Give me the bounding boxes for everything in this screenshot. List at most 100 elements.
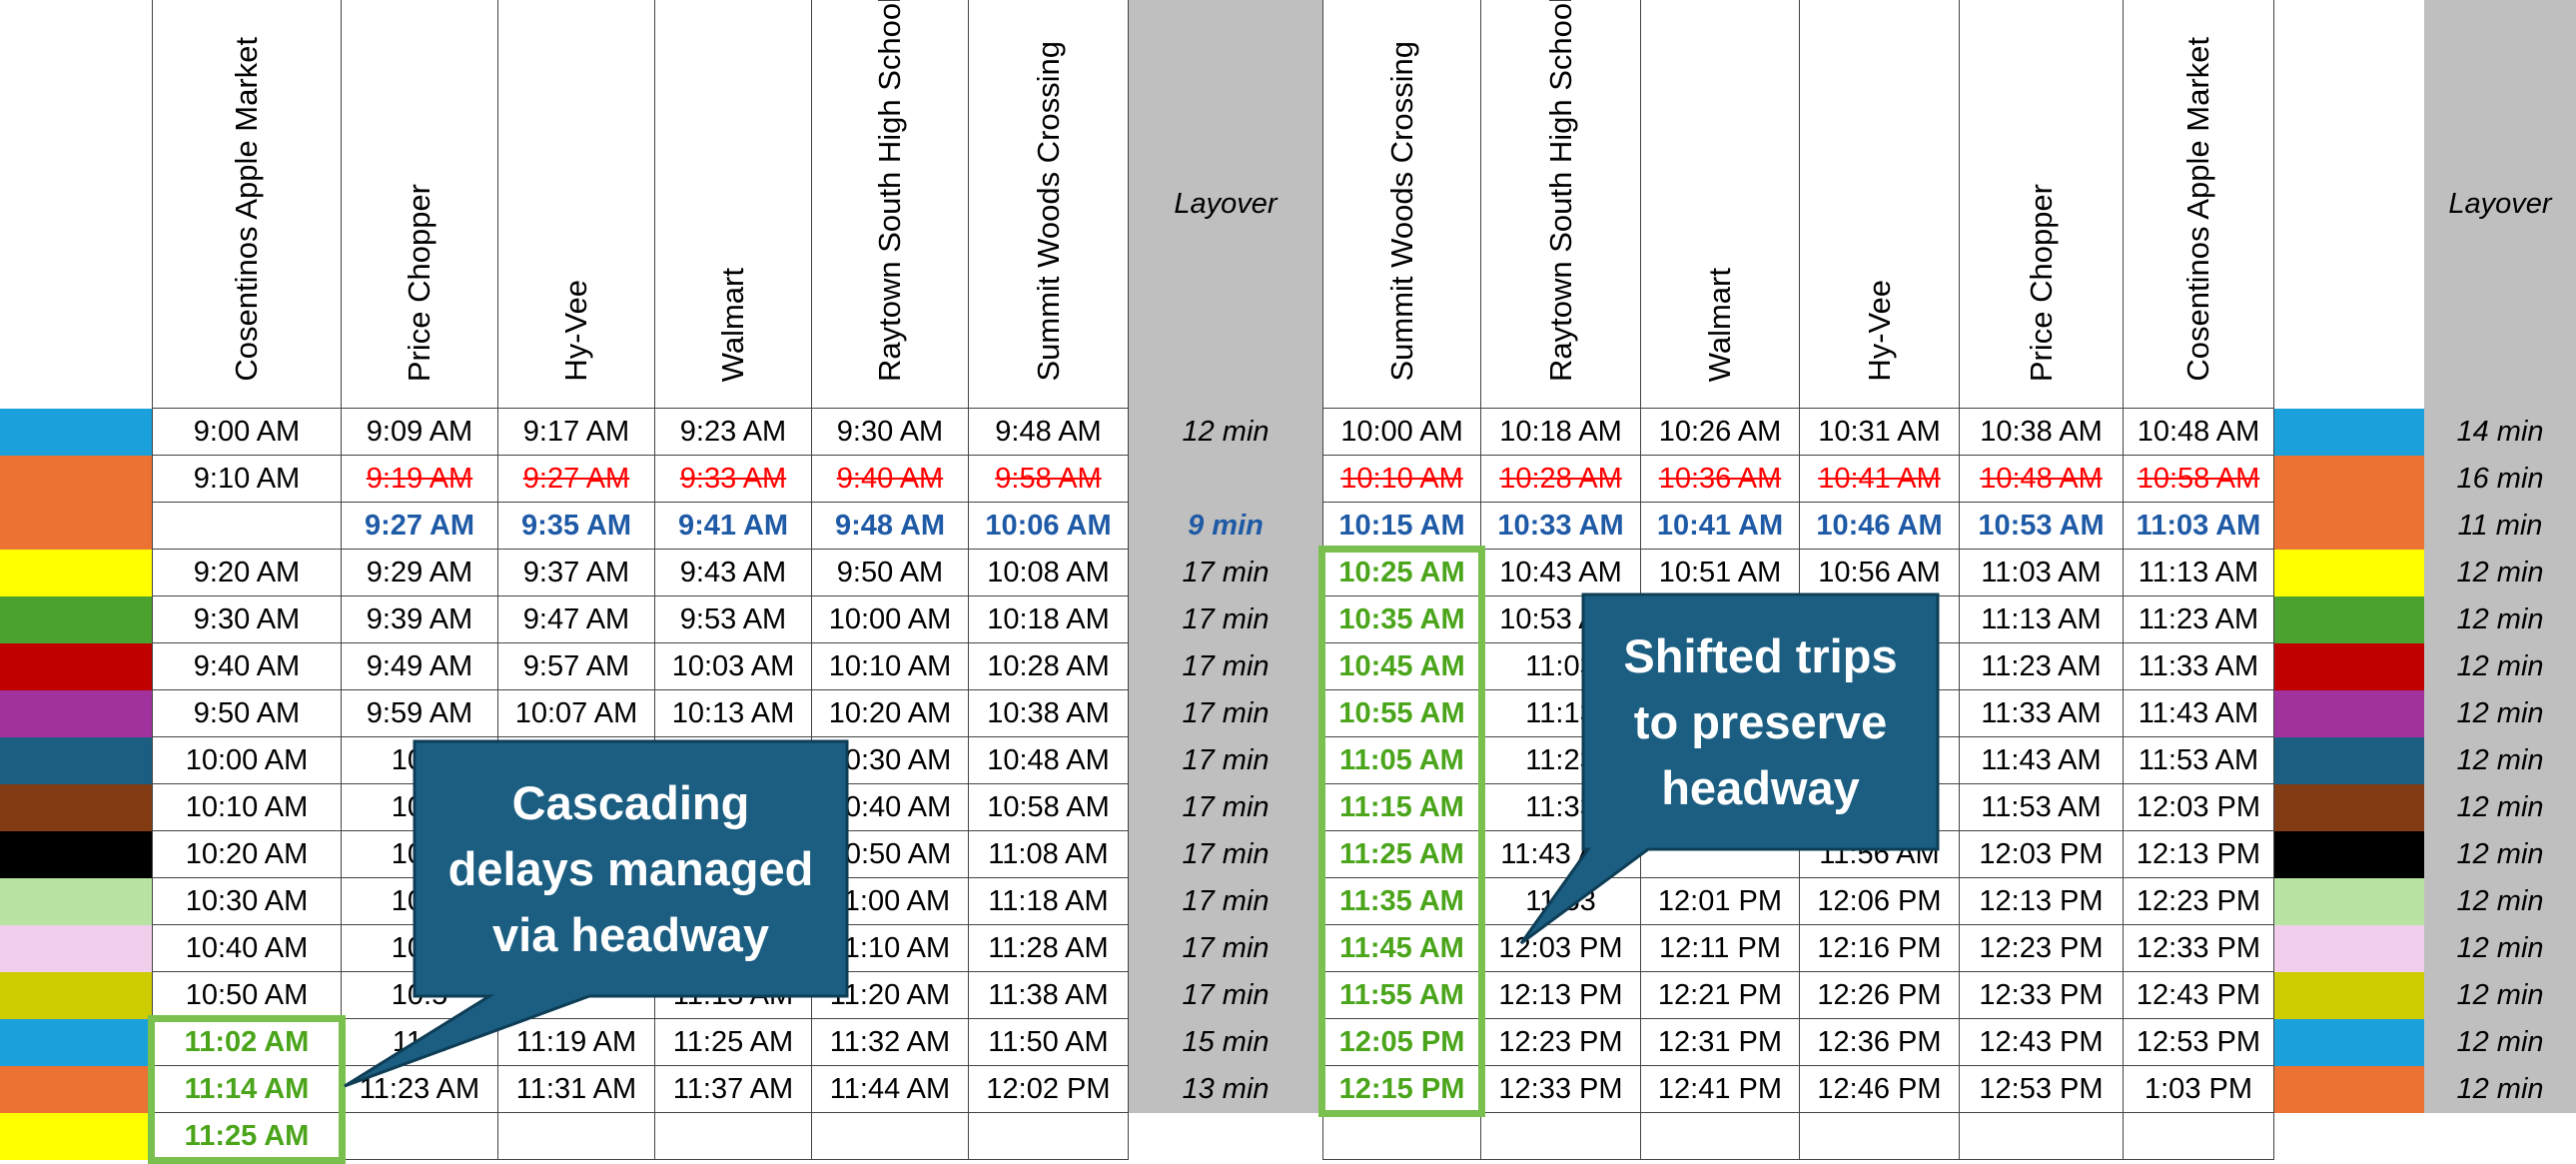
layover-cell: 12 min [2424,1019,2576,1066]
time-cell: 12:23 PM [1481,1019,1641,1066]
time-cell: 10:20 AM [152,831,342,878]
highlight-box-shifted-return [1318,546,1485,1117]
route-color-swatch [0,925,152,972]
time-cell: 10:18 AM [1481,409,1641,456]
time-cell [1481,1113,1641,1160]
time-cell: 12:46 PM [1800,1066,1960,1113]
layover-cell: 17 min [1129,784,1322,831]
time-cell: 12:41 PM [1641,1066,1800,1113]
time-cell: 12:02 PM [969,1066,1129,1113]
time-cell: 10:43 AM [1481,550,1641,596]
time-cell: 10:48 AM [2124,409,2274,456]
time-cell: 9:09 AM [342,409,498,456]
time-cell: 10:53 AM [1960,503,2124,550]
route-color-swatch [2274,690,2424,737]
time-cell: 10:38 AM [1960,409,2124,456]
time-cell: 9:23 AM [655,409,812,456]
time-cell: 9:59 AM [342,690,498,737]
time-cell: 10:10 AM [812,643,969,690]
layover-cell: 11 min [2424,503,2576,550]
time-cell [1322,1113,1481,1160]
route-color-swatch [0,878,152,925]
time-cell: 9:40 AM [812,456,969,503]
time-cell: 11:23 AM [1960,643,2124,690]
time-cell: 10:00 AM [812,596,969,643]
layover-cell: 13 min [1129,1066,1322,1113]
time-cell: 11:37 AM [655,1066,812,1113]
route-color-swatch [2274,925,2424,972]
time-cell: 11:19 AM [498,1019,655,1066]
layover-cell: 16 min [2424,456,2576,503]
route-color-swatch [0,456,152,503]
time-cell: 9:30 AM [812,409,969,456]
time-cell: 10:08 AM [969,550,1129,596]
route-color-swatch [2274,878,2424,925]
layover-cell: 17 min [1129,643,1322,690]
time-cell: 12:33 PM [1960,972,2124,1019]
callout-shifted-trips-text: Shifted trips to preserve headway [1623,628,1898,814]
time-cell: 9:50 AM [152,690,342,737]
route-color-swatch [2274,831,2424,878]
time-cell [498,1113,655,1160]
layover-cell [1129,456,1322,503]
time-cell: 9:43 AM [655,550,812,596]
time-cell: 11:33 AM [1960,690,2124,737]
layover-cell: 12 min [2424,596,2576,643]
time-cell [2124,1113,2274,1160]
route-color-swatch [0,1066,152,1113]
time-cell: 12:11 PM [1641,925,1800,972]
layover-cell: 12 min [1129,409,1322,456]
time-cell: 10:00 AM [152,737,342,784]
time-cell: 10:58 AM [2124,456,2274,503]
time-cell: 11:43 AM [2124,690,2274,737]
time-cell: 12:16 PM [1800,925,1960,972]
time-cell: 11:28 AM [969,925,1129,972]
time-cell [655,1113,812,1160]
layover-cell: 12 min [2424,784,2576,831]
time-cell: 9:00 AM [152,409,342,456]
route-color-swatch [0,1113,152,1160]
time-cell [342,1113,498,1160]
header-in-0: Summit Woods Crossing [1322,0,1481,409]
time-cell: 10:41 AM [1641,503,1800,550]
route-color-swatch [2274,409,2424,456]
header-out-4: Raytown South High School [812,0,969,409]
time-cell: 11:53 AM [1960,784,2124,831]
layover-cell: 12 min [2424,690,2576,737]
time-cell: 9:30 AM [152,596,342,643]
time-cell: 11:33 AM [2124,643,2274,690]
route-color-swatch [0,550,152,596]
time-cell: 11:13 AM [2124,550,2274,596]
time-cell: 9:39 AM [342,596,498,643]
time-cell: 12:33 PM [1481,1066,1641,1113]
time-cell: 9:17 AM [498,409,655,456]
time-cell: 11:20 AM [812,972,969,1019]
time-cell: 10:38 AM [969,690,1129,737]
time-cell: 10:07 AM [498,690,655,737]
time-cell [152,503,342,550]
header-in-2: Walmart [1641,0,1800,409]
time-cell: 10:40 AM [152,925,342,972]
time-cell: 11:31 AM [498,1066,655,1113]
time-cell [1960,1113,2124,1160]
time-cell: 9:53 AM [655,596,812,643]
time-cell: 10:41 AM [1800,456,1960,503]
time-cell: 11:03 AM [2124,503,2274,550]
time-cell: 9:19 AM [342,456,498,503]
time-cell: 11:44 AM [812,1066,969,1113]
layover-cell: 17 min [1129,878,1322,925]
route-color-swatch [2274,1066,2424,1113]
header-in-5: Cosentinos Apple Market [2124,0,2274,409]
layover-cell: 17 min [1129,972,1322,1019]
route-color-swatch [0,409,152,456]
header-out-0: Cosentinos Apple Market [152,0,342,409]
time-cell [1641,831,1800,878]
time-cell: 10:15 AM [1322,503,1481,550]
time-cell: 9:35 AM [498,503,655,550]
layover-cell: 17 min [1129,550,1322,596]
time-cell: 12:23 PM [1960,925,2124,972]
route-color-swatch [0,737,152,784]
time-cell: 10:28 AM [969,643,1129,690]
time-cell: 11:00 AM [812,878,969,925]
